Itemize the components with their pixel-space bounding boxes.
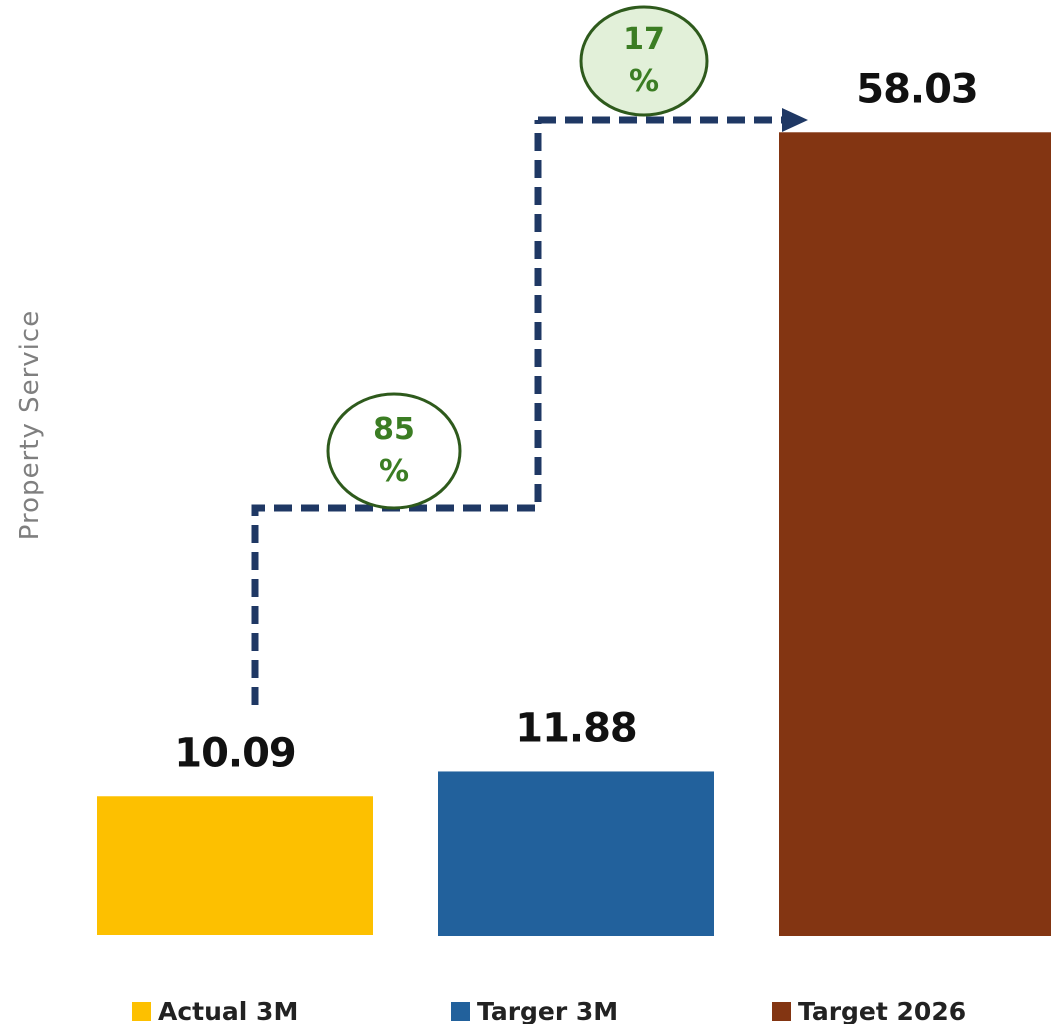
bar-group	[97, 132, 1051, 937]
percent-bubble-unit: %	[379, 454, 409, 489]
value-label: 11.88	[515, 705, 637, 751]
y-axis-label: Property Service	[15, 310, 45, 540]
legend-swatch	[132, 1002, 151, 1021]
legend: Actual 3M Targer 3M Target 2026	[132, 997, 966, 1026]
bar-target-2026	[779, 132, 1051, 937]
percent-bubble-group: 85% 17%	[326, 5, 709, 510]
connector-group	[251, 108, 808, 705]
legend-entry: Target 2026	[798, 997, 966, 1024]
legend-swatch	[451, 1002, 470, 1021]
value-label: 58.03	[856, 66, 978, 112]
bar-targer-3m	[438, 771, 714, 936]
legend-entry: Actual 3M	[158, 997, 298, 1024]
percent-bubble-value: 17	[623, 22, 665, 57]
connector-arrowhead	[782, 108, 808, 132]
percent-bubble	[326, 392, 462, 510]
legend-entry: Targer 3M	[477, 997, 618, 1024]
percent-bubble-value: 85	[373, 412, 415, 447]
value-label-group: 10.09 11.88 58.03	[174, 66, 979, 776]
percent-bubble	[579, 5, 709, 117]
percent-bubble-unit: %	[629, 64, 659, 99]
legend-swatch	[772, 1002, 791, 1021]
value-label: 10.09	[174, 730, 296, 776]
bar-actual-3m	[97, 796, 373, 935]
